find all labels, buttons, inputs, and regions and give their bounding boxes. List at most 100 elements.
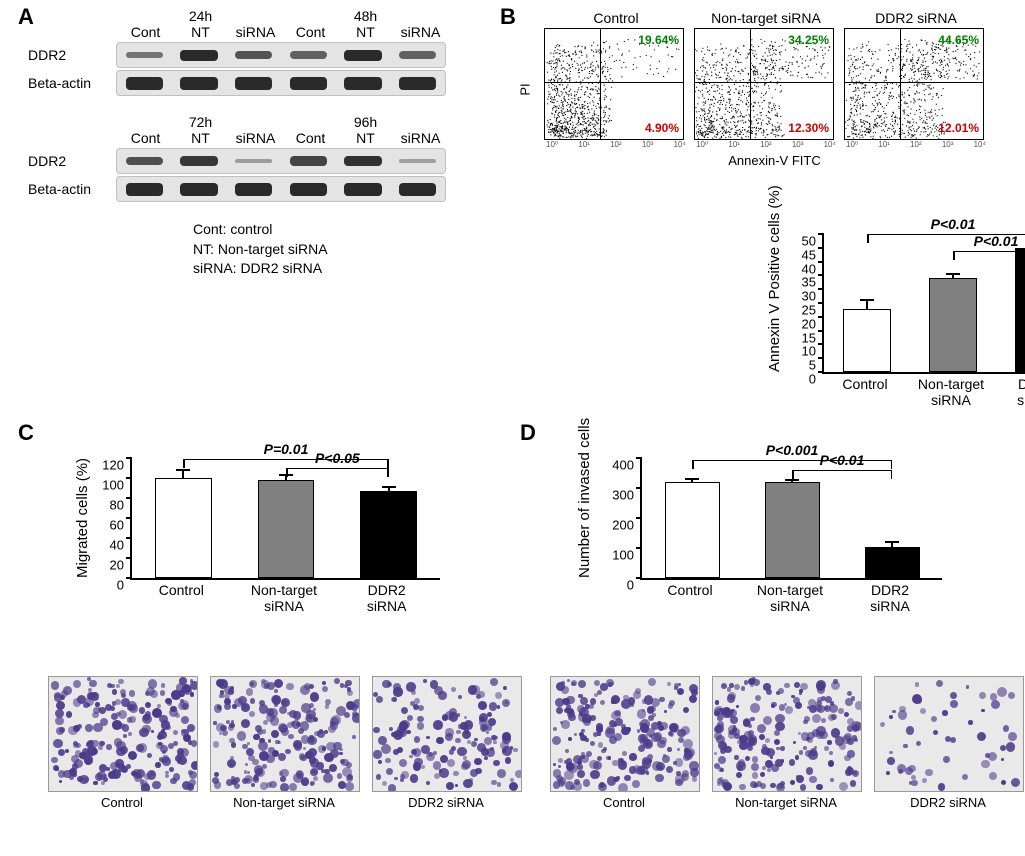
lane-label: Cont xyxy=(283,130,338,146)
significance-label: P<0.01 xyxy=(974,233,1019,249)
error-bar xyxy=(182,470,184,478)
x-category-label: Non-targetsiRNA xyxy=(908,372,994,408)
bar-chart-migration: Migrated cells (%)P=0.01P<0.050204060801… xyxy=(78,430,448,620)
x-category-label: Control xyxy=(130,578,233,598)
facs-panel: Control19.64%4.90%10⁰10¹10²10³10⁴ xyxy=(544,10,688,149)
y-tick-label: 0 xyxy=(776,372,816,387)
plot-area: P=0.01P<0.05 xyxy=(130,458,440,580)
legend-line: NT: Non-target siRNA xyxy=(193,240,468,260)
facs-plot: 34.25%12.30% xyxy=(694,28,834,140)
y-tick-label: 0 xyxy=(84,578,124,593)
x-category-label: Non-targetsiRNA xyxy=(233,578,336,614)
lane-label: NT xyxy=(338,130,393,146)
facs-pct-top: 19.64% xyxy=(638,33,679,47)
y-tick-label: 100 xyxy=(594,548,634,563)
facs-panel: DDR2 siRNA44.65%12.01%10⁰10¹10²10³10⁴ xyxy=(844,10,988,149)
timepoint: 96h xyxy=(283,114,448,130)
y-tick-label: 25 xyxy=(776,303,816,318)
lane-label: siRNA xyxy=(393,24,448,40)
gel-band xyxy=(344,156,381,167)
gel-ddr2-bot xyxy=(116,148,446,174)
facs-pct-bot: 4.90% xyxy=(645,121,679,135)
facs-title: Non-target siRNA xyxy=(694,10,838,26)
bar xyxy=(258,480,314,578)
micrograph-label: DDR2 siRNA xyxy=(372,795,520,810)
legend-line: siRNA: DDR2 siRNA xyxy=(193,259,468,279)
gel-band xyxy=(235,159,272,163)
blot-block-top: 24h 48h ContNTsiRNAContNTsiRNA DDR2 Beta… xyxy=(28,8,468,96)
bar xyxy=(665,482,720,578)
gel-band xyxy=(180,183,217,196)
facs-plot: 44.65%12.01% xyxy=(844,28,984,140)
gel-band xyxy=(344,50,381,61)
gel-band xyxy=(399,51,436,59)
micrograph: Non-target siRNA xyxy=(210,676,358,810)
micrograph-label: Control xyxy=(48,795,196,810)
gel-band xyxy=(290,183,327,196)
error-bar xyxy=(866,300,868,308)
lane-label: NT xyxy=(338,24,393,40)
micrograph-label: Non-target siRNA xyxy=(712,795,860,810)
x-category-label: Control xyxy=(822,372,908,392)
gel-actin-top xyxy=(116,70,446,96)
gel-band xyxy=(235,77,272,90)
bar xyxy=(155,478,211,578)
gel-ddr2-top xyxy=(116,42,446,68)
y-tick-label: 40 xyxy=(84,538,124,553)
y-tick-label: 40 xyxy=(776,261,816,276)
panel-c: Migrated cells (%)P=0.01P<0.050204060801… xyxy=(48,430,508,810)
gel-actin-bot xyxy=(116,176,446,202)
y-tick-label: 60 xyxy=(84,518,124,533)
micrograph: Control xyxy=(550,676,698,810)
facs-ticks: 10⁰10¹10²10³10⁴ xyxy=(694,140,838,149)
facs-panel: Non-target siRNA 34.25%12.30%10⁰10¹10²10³… xyxy=(694,10,838,149)
y-tick-label: 5 xyxy=(776,358,816,373)
blot-row-label: DDR2 xyxy=(28,153,116,169)
panel-d: Number of invased cellsP<0.001P<0.010100… xyxy=(550,430,1010,810)
gel-band xyxy=(126,52,163,59)
y-axis-title: Number of invased cells xyxy=(576,418,593,578)
lane-row-top: ContNTsiRNAContNTsiRNA xyxy=(118,24,448,40)
x-category-label: Control xyxy=(640,578,740,598)
gel-band xyxy=(235,51,272,60)
plot-area: P<0.01P<0.01 xyxy=(822,234,1025,374)
gel-band xyxy=(180,156,217,166)
time-row-bot: 72h 96h xyxy=(118,114,448,130)
panel-a: 24h 48h ContNTsiRNAContNTsiRNA DDR2 Beta… xyxy=(28,8,468,279)
gel-band xyxy=(180,77,217,90)
facs-title: DDR2 siRNA xyxy=(844,10,988,26)
gel-band xyxy=(126,77,163,90)
y-tick-label: 120 xyxy=(84,458,124,473)
gel-band xyxy=(126,157,163,166)
bar xyxy=(765,482,820,578)
micrograph-row-c: ControlNon-target siRNADDR2 siRNA xyxy=(48,676,508,810)
bar xyxy=(843,309,890,372)
y-tick-label: 80 xyxy=(84,498,124,513)
significance-label: P=0.01 xyxy=(264,441,309,457)
micrograph-row-d: ControlNon-target siRNADDR2 siRNA xyxy=(550,676,1010,810)
bar xyxy=(360,491,416,578)
gel-band xyxy=(290,51,327,59)
facs-plot: 19.64% 4.90% xyxy=(544,28,684,140)
bar xyxy=(865,547,920,579)
micrograph-label: Control xyxy=(550,795,698,810)
lane-label: siRNA xyxy=(228,24,283,40)
significance-label: P<0.05 xyxy=(315,450,360,466)
micrograph-image xyxy=(874,676,1024,792)
y-tick-label: 45 xyxy=(776,247,816,262)
panel-a-legend: Cont: control NT: Non-target siRNA siRNA… xyxy=(193,220,468,279)
timepoint: 72h xyxy=(118,114,283,130)
significance-bracket xyxy=(286,468,389,469)
facs-pct-bot: 12.01% xyxy=(938,121,979,135)
gel-band xyxy=(399,159,436,163)
x-category-label: DDR2siRNA xyxy=(335,578,438,614)
significance-label: P<0.01 xyxy=(820,452,865,468)
micrograph-image xyxy=(48,676,198,792)
lane-label: Cont xyxy=(118,24,173,40)
gel-band xyxy=(344,77,381,90)
blot-row-label: DDR2 xyxy=(28,47,116,63)
facs-pct-bot: 12.30% xyxy=(788,121,829,135)
micrograph-image xyxy=(712,676,862,792)
facs-y-axis-label: PI xyxy=(510,10,540,168)
y-tick-label: 0 xyxy=(594,578,634,593)
